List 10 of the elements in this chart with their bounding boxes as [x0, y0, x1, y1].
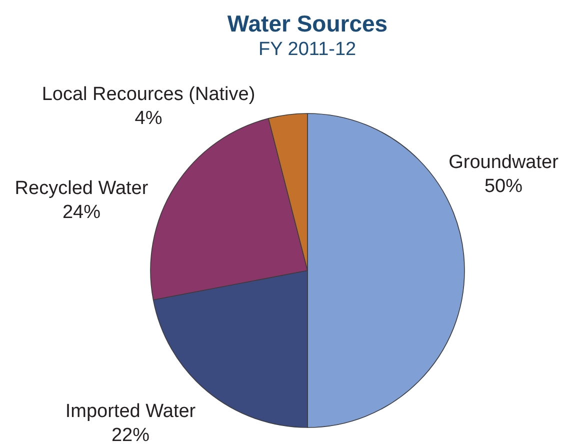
data-label: 50%	[484, 176, 523, 197]
slice-label: Recycled Water	[14, 178, 149, 199]
slice-label: Groundwater	[448, 152, 560, 173]
data-label: 24%	[62, 202, 101, 223]
data-label: 22%	[111, 425, 150, 445]
slice-label: Imported Water	[65, 401, 196, 422]
slice-label: Local Recources (Native)	[42, 84, 256, 105]
chart-title: Water Sources	[227, 10, 388, 36]
chart-subtitle: FY 2011-12	[258, 39, 356, 60]
data-label: 4%	[134, 108, 162, 129]
